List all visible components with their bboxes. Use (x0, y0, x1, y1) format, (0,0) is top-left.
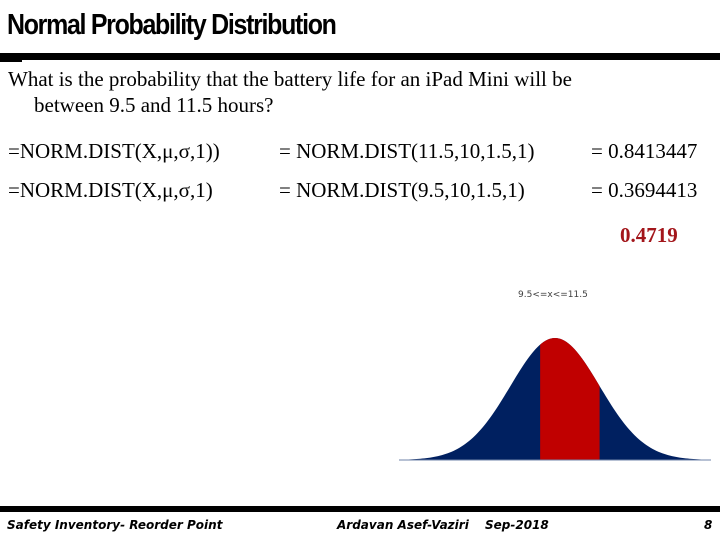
question-text: What is the probability that the battery… (8, 66, 708, 118)
normal-curve-chart: 9.5<=x<=11.5 (392, 278, 720, 478)
footer-course: Safety Inventory- Reorder Point (7, 518, 223, 532)
slide-title: Normal Probability Distribution (7, 9, 337, 41)
question-line-2: between 9.5 and 11.5 hours? (34, 93, 274, 117)
title-divider-notch (0, 60, 22, 62)
question-line-1: What is the probability that the battery… (8, 67, 572, 91)
title-divider (0, 53, 720, 60)
formula-specific-upper: = NORM.DIST(11.5,10,1.5,1) (279, 139, 535, 163)
bell-curve-graphic (399, 338, 711, 461)
probability-difference: 0.4719 (620, 223, 678, 247)
chart-title: 9.5<=x<=11.5 (518, 290, 588, 300)
formula-specific-lower: = NORM.DIST(9.5,10,1.5,1) (279, 178, 525, 202)
formula-result-upper: = 0.8413447 (591, 139, 698, 163)
formula-generic-upper: =NORM.DIST(X,μ,σ,1)) (8, 139, 220, 163)
formula-generic-lower: =NORM.DIST(X,μ,σ,1) (8, 178, 213, 202)
page-number: 8 (704, 518, 713, 532)
shaded-probability-area (540, 338, 600, 460)
footer-author: Ardavan Asef-Vaziri (337, 518, 469, 532)
footer-date: Sep-2018 (485, 518, 549, 532)
footer-divider (0, 506, 720, 512)
formula-result-lower: = 0.3694413 (591, 178, 698, 202)
